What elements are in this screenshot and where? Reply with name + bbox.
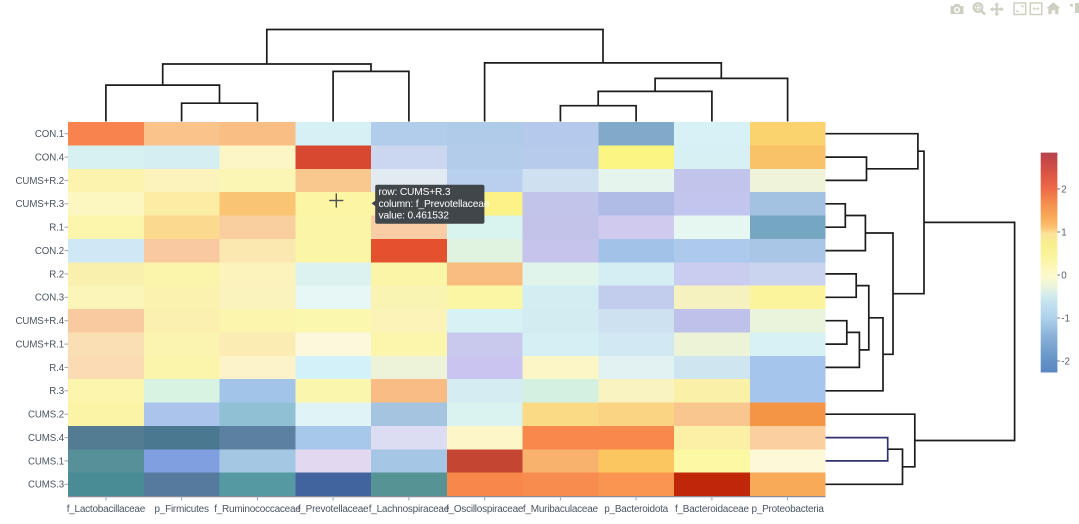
svg-text:CON.4: CON.4 bbox=[35, 153, 65, 164]
svg-text:R.1: R.1 bbox=[49, 223, 64, 234]
svg-text:f_Lactobacillaceae: f_Lactobacillaceae bbox=[67, 504, 146, 515]
svg-text:p_Bacteroidota: p_Bacteroidota bbox=[604, 504, 668, 515]
svg-text:column: f_Prevotellaceae: column: f_Prevotellaceae bbox=[379, 199, 490, 210]
svg-text:CON.2: CON.2 bbox=[35, 246, 64, 257]
svg-text:p_Proteobacteria: p_Proteobacteria bbox=[752, 504, 825, 515]
svg-text:CUMS.2: CUMS.2 bbox=[28, 410, 64, 421]
svg-text:CUMS+R.2: CUMS+R.2 bbox=[16, 176, 64, 187]
svg-text:0: 0 bbox=[1061, 270, 1067, 281]
svg-text:-2: -2 bbox=[1061, 356, 1070, 367]
svg-text:f_Prevotellaceae: f_Prevotellaceae bbox=[298, 504, 369, 515]
svg-text:f_Bacteroidaceae: f_Bacteroidaceae bbox=[675, 504, 750, 515]
svg-text:f_Muribaculaceae: f_Muribaculaceae bbox=[523, 504, 599, 515]
svg-text:1: 1 bbox=[1061, 227, 1066, 238]
svg-text:CON.1: CON.1 bbox=[35, 129, 64, 140]
svg-text:CUMS.3: CUMS.3 bbox=[28, 480, 64, 491]
svg-text:R.3: R.3 bbox=[49, 386, 64, 397]
svg-text:R.2: R.2 bbox=[49, 269, 64, 280]
svg-text:CON.3: CON.3 bbox=[35, 293, 64, 304]
svg-text:f_Oscillospiraceae: f_Oscillospiraceae bbox=[446, 504, 524, 515]
svg-text:-1: -1 bbox=[1061, 313, 1070, 324]
svg-text:row: CUMS+R.3: row: CUMS+R.3 bbox=[379, 187, 451, 198]
svg-text:0.461532: 0.461532 bbox=[408, 211, 450, 222]
svg-text:R.4: R.4 bbox=[49, 363, 64, 374]
svg-text:CUMS+R.4: CUMS+R.4 bbox=[16, 316, 65, 327]
svg-text:CUMS.1: CUMS.1 bbox=[28, 456, 64, 467]
svg-text:CUMS.4: CUMS.4 bbox=[28, 433, 65, 444]
svg-text:CUMS+R.1: CUMS+R.1 bbox=[16, 340, 64, 351]
svg-text:f_Lachnospiraceae: f_Lachnospiraceae bbox=[369, 504, 450, 515]
svg-text:p_Firmicutes: p_Firmicutes bbox=[154, 504, 208, 515]
svg-text:f_Ruminococcaceae: f_Ruminococcaceae bbox=[214, 504, 301, 515]
svg-text:value:: value: bbox=[379, 211, 405, 222]
svg-text:2: 2 bbox=[1061, 184, 1066, 195]
svg-text:CUMS+R.3: CUMS+R.3 bbox=[16, 199, 64, 210]
